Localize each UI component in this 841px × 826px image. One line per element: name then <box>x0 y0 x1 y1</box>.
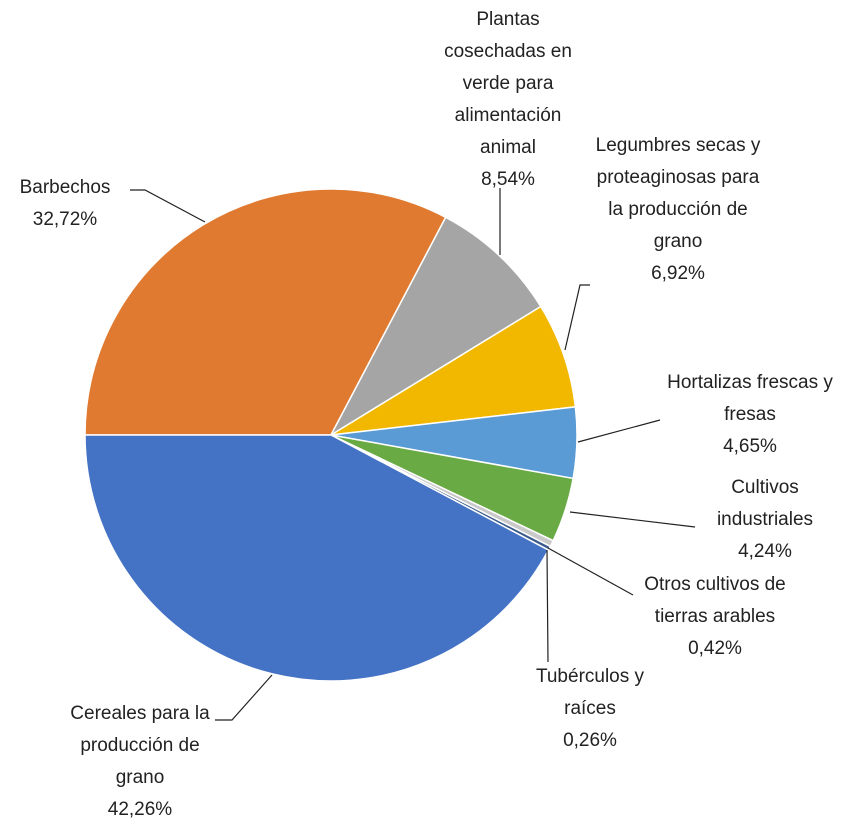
label-value: 4,24% <box>738 541 792 562</box>
label-value: 42,26% <box>107 799 173 820</box>
leader-line <box>546 549 549 663</box>
data-label: Cereales para la producción de grano 42,2… <box>58 698 222 826</box>
label-category: Cereales para la producción de grano <box>70 703 210 788</box>
label-value: 6,92% <box>651 263 705 284</box>
label-value: 0,26% <box>563 730 617 751</box>
leader-line <box>577 419 661 443</box>
label-category: Cultivos industriales <box>716 477 814 530</box>
data-label: Legumbres secas y proteaginosas para la … <box>590 130 766 290</box>
label-value: 4,65% <box>723 436 777 457</box>
data-label: Hortalizas frescas y fresas 4,65% <box>662 367 838 463</box>
data-label: Plantas cosechadas en verde para aliment… <box>430 4 586 196</box>
label-category: Barbechos <box>19 177 111 198</box>
data-label: Tubérculos y raíces 0,26% <box>515 661 665 757</box>
label-category: Otros cultivos de tierras arables <box>644 574 786 627</box>
label-category: Plantas cosechadas en verde para aliment… <box>444 9 572 158</box>
leader-line <box>215 674 273 721</box>
leader-line <box>130 189 206 223</box>
pie-slice <box>84 434 550 682</box>
data-label: Barbechos 32,72% <box>0 172 130 236</box>
data-label: Otros cultivos de tierras arables 0,42% <box>625 569 805 665</box>
pie-slice <box>330 305 577 436</box>
label-category: Hortalizas frescas y fresas <box>667 372 833 425</box>
leader-line <box>564 284 590 351</box>
label-category: Tubérculos y raíces <box>535 666 645 719</box>
label-value: 0,42% <box>688 638 742 659</box>
pie-slice <box>84 188 447 436</box>
leader-line <box>547 547 634 596</box>
leader-line <box>569 511 696 528</box>
data-label: Cultivos industriales 4,24% <box>690 472 840 568</box>
pie-slice <box>329 216 542 438</box>
label-category: Legumbres secas y proteaginosas para la … <box>595 135 761 252</box>
label-value: 8,54% <box>481 169 535 190</box>
label-value: 32,72% <box>32 209 98 230</box>
